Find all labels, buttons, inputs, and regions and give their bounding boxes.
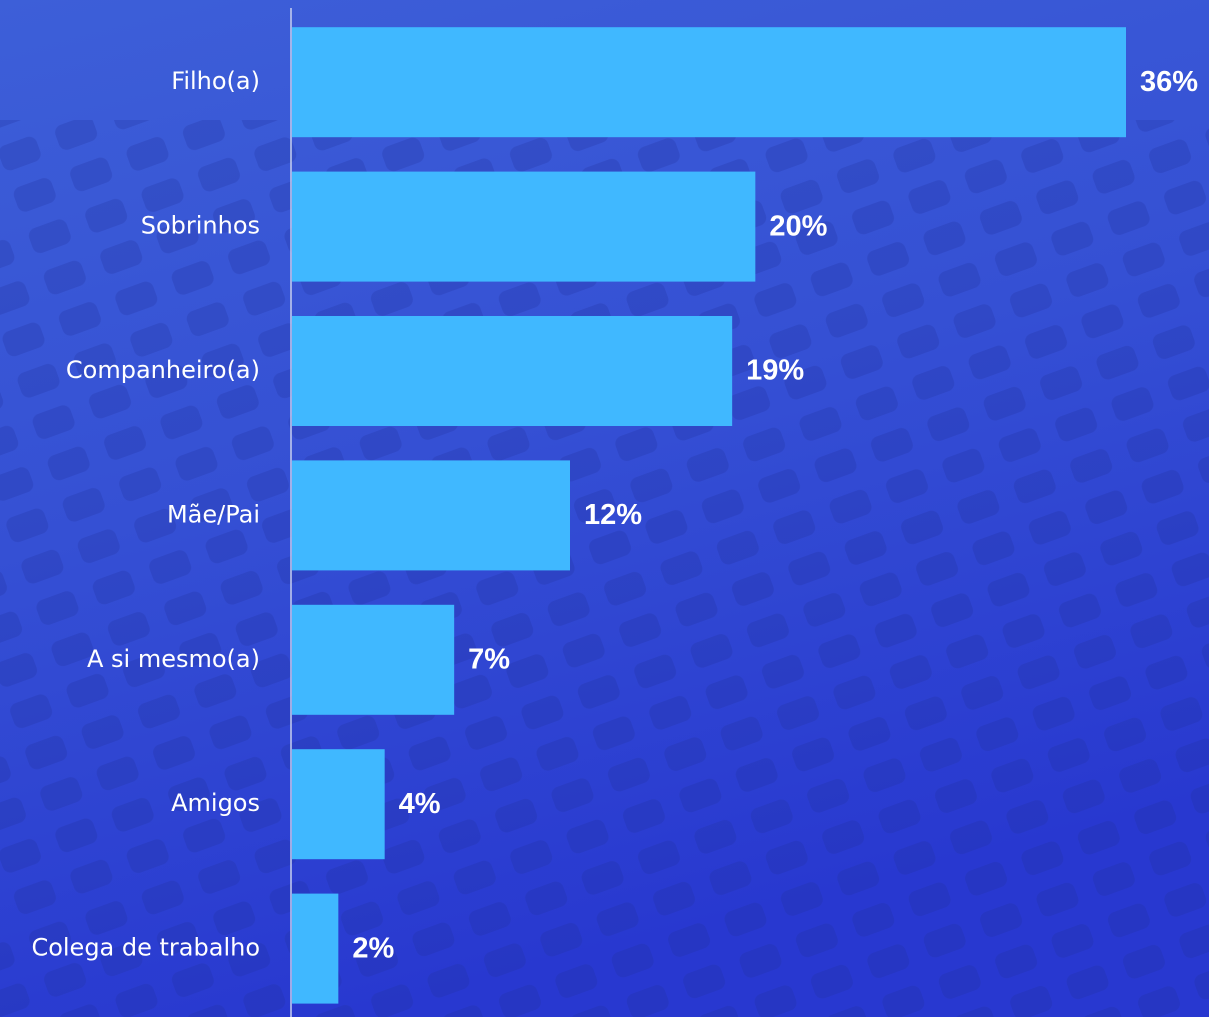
value-label: 20% [769, 210, 827, 242]
category-label: Mãe/Pai [167, 500, 260, 528]
bar [292, 316, 733, 426]
category-label: A si mesmo(a) [87, 645, 260, 673]
bar [292, 749, 385, 860]
value-label: 2% [352, 932, 394, 964]
bar [292, 27, 1126, 138]
category-label: Colega de trabalho [31, 934, 260, 962]
category-label: Sobrinhos [141, 212, 260, 240]
category-label: Filho(a) [171, 67, 260, 95]
value-label: 12% [584, 499, 642, 531]
category-label: Amigos [171, 789, 260, 817]
value-label: 36% [1140, 66, 1198, 98]
value-label: 4% [399, 788, 441, 820]
bar [292, 893, 339, 1004]
bar [292, 604, 455, 715]
bar [292, 460, 570, 571]
category-label: Companheiro(a) [66, 356, 260, 384]
value-label: 19% [746, 355, 804, 387]
bar [292, 171, 756, 282]
value-label: 7% [468, 643, 510, 675]
